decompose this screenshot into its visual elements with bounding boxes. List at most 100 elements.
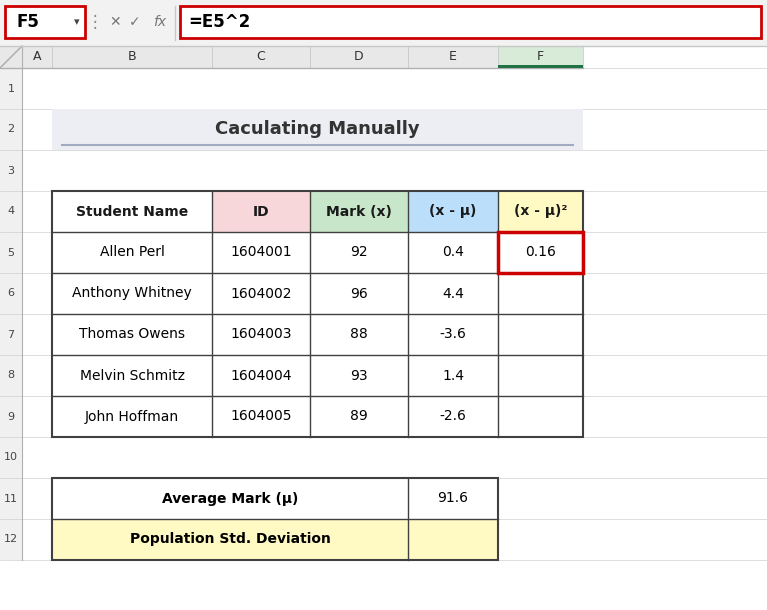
Text: ▾: ▾ — [74, 17, 80, 27]
Text: Student Name: Student Name — [76, 204, 188, 218]
Bar — [498, 314, 583, 355]
Text: ID: ID — [252, 204, 269, 218]
Text: 9: 9 — [8, 412, 15, 422]
Text: =E5^2: =E5^2 — [188, 13, 250, 31]
Text: ⋮: ⋮ — [87, 13, 104, 31]
Bar — [212, 273, 310, 314]
Bar — [310, 232, 408, 273]
Text: (x - μ): (x - μ) — [430, 204, 476, 218]
Bar — [22, 46, 52, 68]
Bar — [498, 355, 583, 396]
Bar — [408, 519, 498, 560]
Bar — [52, 46, 212, 68]
Text: 5: 5 — [8, 248, 15, 257]
Text: Average Mark (μ): Average Mark (μ) — [162, 492, 298, 506]
Text: 3: 3 — [8, 165, 15, 176]
Bar — [52, 478, 498, 560]
Text: Anthony Whitney: Anthony Whitney — [72, 287, 192, 301]
Bar — [212, 355, 310, 396]
Text: 1: 1 — [8, 84, 15, 93]
Text: ✕: ✕ — [109, 15, 121, 29]
Text: Population Std. Deviation: Population Std. Deviation — [130, 533, 331, 547]
Text: 0.16: 0.16 — [525, 245, 556, 259]
Text: 4.4: 4.4 — [442, 287, 464, 301]
Text: Mark (x): Mark (x) — [326, 204, 392, 218]
Text: F5: F5 — [17, 13, 40, 31]
Bar — [5, 6, 85, 38]
Text: ✓: ✓ — [129, 15, 141, 29]
Bar — [310, 314, 408, 355]
Bar — [0, 519, 22, 560]
Text: Melvin Schmitz: Melvin Schmitz — [80, 368, 185, 382]
Text: F: F — [537, 51, 544, 63]
Bar — [52, 109, 583, 150]
Text: Caculating Manually: Caculating Manually — [216, 121, 420, 138]
Text: D: D — [354, 51, 364, 63]
Bar — [212, 191, 310, 232]
Text: 91.6: 91.6 — [437, 492, 469, 506]
Bar — [310, 273, 408, 314]
Text: 1604004: 1604004 — [230, 368, 291, 382]
Bar — [212, 396, 310, 437]
Bar — [0, 396, 22, 437]
Text: C: C — [257, 51, 265, 63]
Bar — [52, 232, 212, 273]
Bar — [212, 46, 310, 68]
Text: 89: 89 — [350, 409, 368, 423]
Bar — [408, 396, 498, 437]
Text: John Hoffman: John Hoffman — [85, 409, 179, 423]
Bar — [408, 314, 498, 355]
Text: 88: 88 — [350, 328, 368, 342]
Bar — [0, 68, 22, 109]
Bar — [0, 478, 22, 519]
Bar — [310, 355, 408, 396]
Text: 92: 92 — [351, 245, 368, 259]
Text: 1604005: 1604005 — [230, 409, 291, 423]
Bar — [212, 232, 310, 273]
Text: -2.6: -2.6 — [439, 409, 466, 423]
Text: 1604002: 1604002 — [230, 287, 291, 301]
Bar — [52, 191, 583, 437]
Bar — [498, 46, 583, 68]
Bar — [310, 46, 408, 68]
Text: 7: 7 — [8, 329, 15, 340]
Bar — [498, 232, 583, 273]
Bar — [498, 65, 583, 68]
Bar — [0, 232, 22, 273]
Bar — [408, 478, 498, 519]
Bar — [0, 437, 22, 478]
Text: Thomas Owens: Thomas Owens — [79, 328, 185, 342]
Text: 1604003: 1604003 — [230, 328, 291, 342]
Text: 12: 12 — [4, 534, 18, 545]
Text: 0.4: 0.4 — [442, 245, 464, 259]
Bar — [498, 232, 583, 273]
Text: 1.4: 1.4 — [442, 368, 464, 382]
Bar — [0, 46, 583, 68]
Text: (x - μ)²: (x - μ)² — [514, 204, 567, 218]
Text: 96: 96 — [350, 287, 368, 301]
Text: fx: fx — [153, 15, 166, 29]
Text: E: E — [449, 51, 457, 63]
Text: 6: 6 — [8, 289, 15, 298]
Bar — [52, 478, 408, 519]
Text: 2: 2 — [8, 124, 15, 134]
Bar — [0, 355, 22, 396]
Bar — [52, 396, 212, 437]
Bar — [52, 273, 212, 314]
Bar — [498, 273, 583, 314]
Text: 10: 10 — [4, 453, 18, 462]
Bar — [0, 273, 22, 314]
Text: Allen Perl: Allen Perl — [100, 245, 164, 259]
Bar — [0, 314, 22, 355]
Bar — [0, 109, 22, 150]
Bar — [0, 0, 767, 46]
Bar — [52, 191, 212, 232]
Text: 8: 8 — [8, 370, 15, 381]
Text: 93: 93 — [351, 368, 368, 382]
Bar — [408, 273, 498, 314]
Text: 11: 11 — [4, 493, 18, 503]
Bar — [498, 191, 583, 232]
Bar — [408, 355, 498, 396]
Bar — [498, 396, 583, 437]
Bar — [0, 191, 22, 232]
